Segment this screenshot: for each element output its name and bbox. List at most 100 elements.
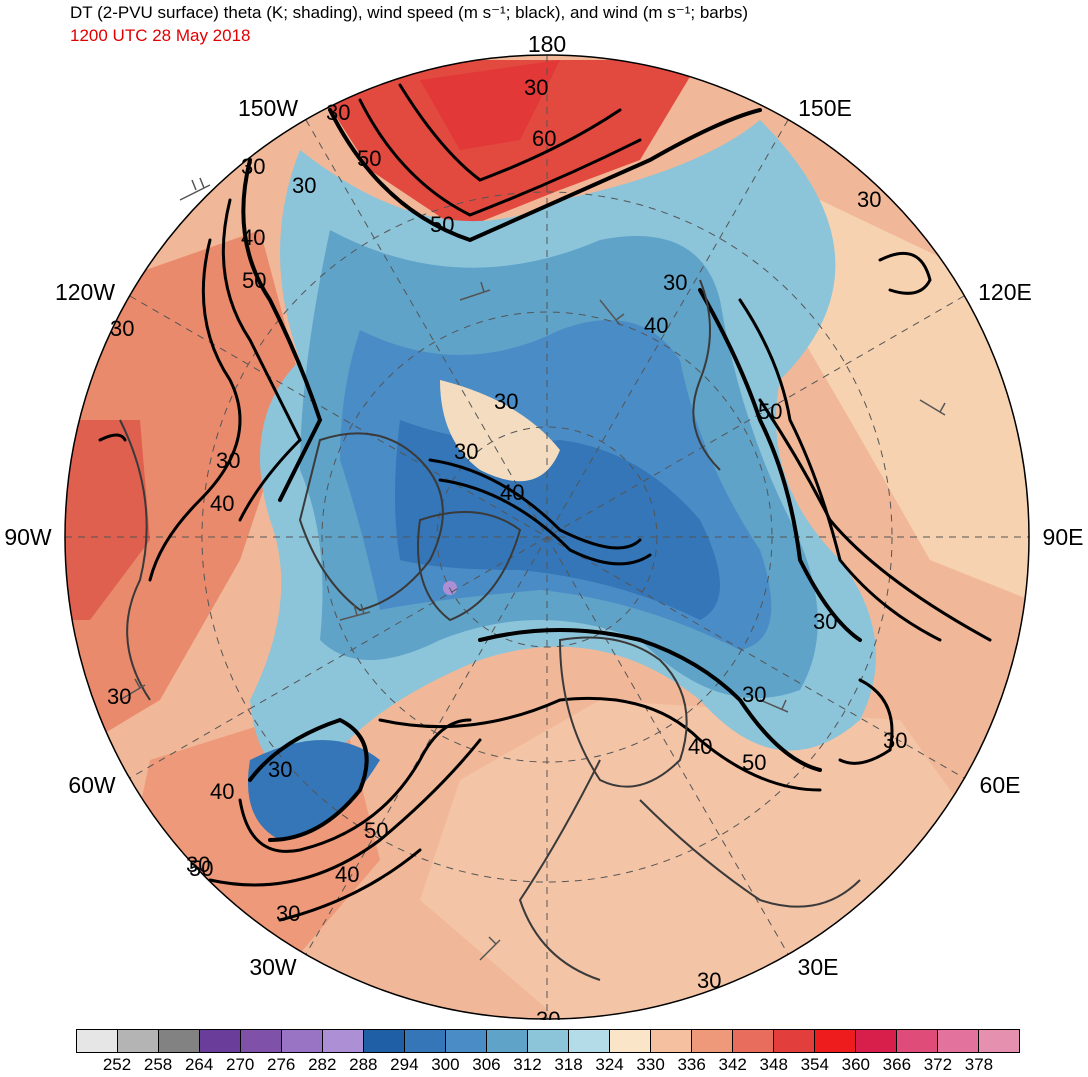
colorbar: [76, 1029, 1020, 1053]
colorbar-swatch: [733, 1030, 774, 1052]
svg-text:30: 30: [813, 609, 837, 634]
svg-text:30: 30: [268, 757, 292, 782]
colorbar-tick-label: 318: [554, 1055, 583, 1074]
svg-text:40: 40: [210, 491, 234, 516]
lon-label-30e: 30E: [798, 954, 839, 980]
svg-text:30: 30: [107, 684, 131, 709]
colorbar-swatch: [159, 1030, 200, 1052]
colorbar-swatch: [815, 1030, 856, 1052]
colorbar-swatch: [856, 1030, 897, 1052]
colorbar-swatch: [364, 1030, 405, 1052]
svg-text:30: 30: [110, 316, 134, 341]
colorbar-swatch: [692, 1030, 733, 1052]
lon-label-30w: 30W: [249, 954, 297, 980]
svg-text:30: 30: [524, 75, 548, 100]
lon-label-120e: 120E: [978, 279, 1032, 305]
colorbar-tick-label: 306: [472, 1055, 501, 1074]
colorbar-swatch: [528, 1030, 569, 1052]
colorbar-swatch: [569, 1030, 610, 1052]
svg-text:30: 30: [454, 439, 478, 464]
colorbar-swatch: [979, 1030, 1019, 1052]
colorbar-tick-label: 324: [595, 1055, 624, 1074]
svg-text:30: 30: [857, 187, 881, 212]
colorbar-swatch: [200, 1030, 241, 1052]
colorbar-swatch: [897, 1030, 938, 1052]
colorbar-tick-label: 348: [759, 1055, 788, 1074]
colorbar-tick-label: 294: [390, 1055, 419, 1074]
colorbar-tick-label: 252: [102, 1055, 132, 1074]
colorbar-tick-label: 372: [923, 1055, 953, 1074]
svg-text:50: 50: [430, 212, 454, 237]
colorbar-swatch: [774, 1030, 815, 1052]
lon-label-120w: 120W: [55, 279, 115, 305]
lon-label-60w: 60W: [68, 772, 116, 798]
svg-text:50: 50: [364, 818, 388, 843]
svg-text:30: 30: [186, 852, 210, 877]
lon-label-90w: 90W: [4, 524, 52, 550]
colorbar-swatch: [487, 1030, 528, 1052]
valid-time: 1200 UTC 28 May 2018: [70, 26, 251, 45]
lon-label-0: 0: [541, 1019, 554, 1020]
colorbar-swatch: [118, 1030, 159, 1052]
wind-speed-contours: [98, 83, 992, 922]
svg-text:40: 40: [241, 225, 265, 250]
lon-label-180: 180: [528, 31, 566, 57]
svg-text:50: 50: [758, 399, 782, 424]
svg-text:60: 60: [532, 126, 556, 151]
svg-text:50: 50: [742, 750, 766, 775]
colorbar-tick-label: 342: [718, 1055, 747, 1074]
longitude-labels: 180 150W 150E 120W 120E 90W 90E 60W 60E …: [4, 31, 1083, 1020]
svg-text:40: 40: [335, 862, 359, 887]
colorbar-swatch: [446, 1030, 487, 1052]
svg-text:30: 30: [494, 389, 518, 414]
svg-text:30: 30: [276, 901, 300, 926]
svg-text:30: 30: [292, 173, 316, 198]
colorbar-swatch: [405, 1030, 446, 1052]
svg-text:30: 30: [241, 154, 265, 179]
colorbar-tick-label: 336: [677, 1055, 706, 1074]
map-boundary: [64, 54, 1030, 1020]
colorbar-labels: 252 258 264 270 276 282 288 294 300 306 312 318 324 3…: [76, 1055, 1020, 1077]
colorbar-tick-label: 366: [882, 1055, 912, 1074]
svg-text:50: 50: [189, 856, 213, 881]
colorbar-swatch: [282, 1030, 323, 1052]
coastlines: [119, 279, 861, 981]
svg-text:40: 40: [210, 779, 234, 804]
colorbar-swatch: [241, 1030, 282, 1052]
svg-text:50: 50: [357, 146, 381, 171]
lon-label-90e: 90E: [1043, 524, 1084, 550]
lon-label-150w: 150W: [238, 95, 298, 121]
svg-text:40: 40: [688, 734, 712, 759]
chart-title: DT (2-PVU surface) theta (K; shading), w…: [70, 3, 749, 22]
colorbar-tick-label: 288: [349, 1055, 378, 1074]
wind-barbs: [119, 177, 946, 961]
colorbar-swatch: [938, 1030, 979, 1052]
lon-label-150e: 150E: [798, 95, 852, 121]
colorbar-swatch: [610, 1030, 651, 1052]
svg-text:30: 30: [742, 682, 766, 707]
contour-labels: 30 30 60 50 50 30 30 40 50 30 30 40 30 4…: [107, 75, 907, 1020]
colorbar-tick-label: 360: [841, 1055, 870, 1074]
svg-text:40: 40: [500, 480, 524, 505]
lon-label-60e: 60E: [980, 772, 1021, 798]
colorbar-swatch: [323, 1030, 364, 1052]
svg-text:30: 30: [697, 968, 721, 993]
svg-text:30: 30: [883, 728, 907, 753]
colorbar-tick-label: 276: [267, 1055, 296, 1074]
colorbar-tick-label: 300: [431, 1055, 460, 1074]
svg-text:30: 30: [326, 100, 350, 125]
svg-text:50: 50: [242, 268, 266, 293]
polar-map: 30 30 60 50 50 30 30 40 50 30 30 40 30 4…: [4, 31, 1083, 1020]
colorbar-tick-label: 270: [225, 1055, 255, 1074]
colorbar-tick-label: 282: [308, 1055, 337, 1074]
colorbar-swatch: [77, 1030, 118, 1052]
colorbar-tick-label: 330: [636, 1055, 665, 1074]
colorbar-tick-label: 258: [143, 1055, 173, 1074]
svg-text:30: 30: [536, 1007, 560, 1020]
colorbar-tick-label: 354: [800, 1055, 829, 1074]
svg-text:40: 40: [644, 313, 668, 338]
colorbar-tick-label: 312: [513, 1055, 542, 1074]
colorbar-swatch: [651, 1030, 692, 1052]
svg-text:30: 30: [216, 448, 240, 473]
colorbar-tick-label: 264: [184, 1055, 214, 1074]
